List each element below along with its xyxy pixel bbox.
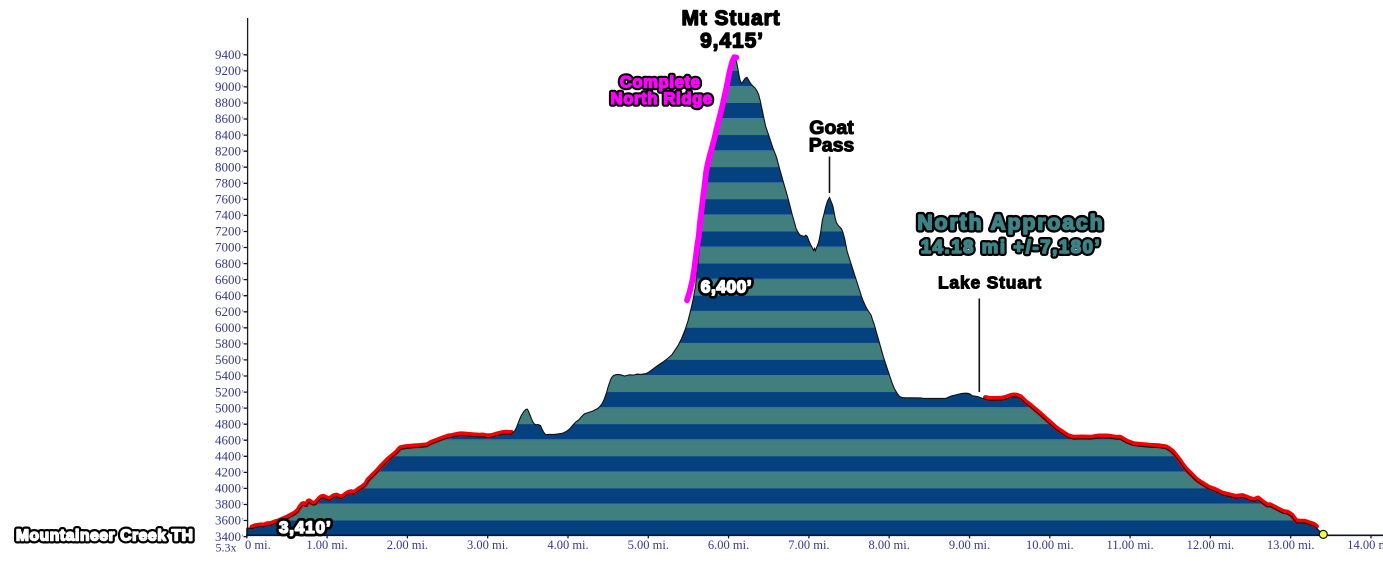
svg-text:7800’: 7800’ <box>215 176 244 191</box>
svg-text:6000’: 6000’ <box>215 320 244 335</box>
svg-text:3,410’: 3,410’ <box>279 518 332 537</box>
svg-text:0 mi.: 0 mi. <box>245 538 271 552</box>
svg-text:6200’: 6200’ <box>215 304 244 319</box>
svg-text:4800’: 4800’ <box>215 416 244 431</box>
svg-text:Complete: Complete <box>620 73 701 91</box>
svg-text:5400’: 5400’ <box>215 368 244 383</box>
svg-text:Complete: Complete <box>620 73 701 91</box>
svg-text:14.18 mi +/-7,180’: 14.18 mi +/-7,180’ <box>921 236 1102 257</box>
svg-text:6,400’: 6,400’ <box>701 277 752 297</box>
svg-text:8000’: 8000’ <box>215 159 244 174</box>
svg-text:8200’: 8200’ <box>215 143 244 158</box>
svg-text:North Approach: North Approach <box>917 211 1104 234</box>
svg-text:4000’: 4000’ <box>215 481 244 496</box>
svg-text:5.00 mi.: 5.00 mi. <box>628 538 669 552</box>
svg-text:North Ridge: North Ridge <box>611 90 713 108</box>
svg-text:5.3x: 5.3x <box>216 541 237 555</box>
svg-text:6400’: 6400’ <box>215 288 244 303</box>
svg-text:8800’: 8800’ <box>215 95 244 110</box>
svg-text:14.00 mi.: 14.00 mi. <box>1347 538 1383 552</box>
svg-text:3800’: 3800’ <box>215 497 244 512</box>
svg-text:Lake Stuart: Lake Stuart <box>938 273 1042 293</box>
svg-text:8.00 mi.: 8.00 mi. <box>869 538 910 552</box>
svg-text:8400’: 8400’ <box>215 127 244 142</box>
svg-text:Mountaineer Creek TH: Mountaineer Creek TH <box>16 528 194 545</box>
svg-text:Mountaineer Creek TH: Mountaineer Creek TH <box>16 528 194 545</box>
svg-text:Goat: Goat <box>809 117 854 139</box>
svg-text:10.00 mi.: 10.00 mi. <box>1026 538 1074 552</box>
svg-text:4600’: 4600’ <box>215 432 244 447</box>
svg-text:6800’: 6800’ <box>215 256 244 271</box>
svg-text:4400’: 4400’ <box>215 449 244 464</box>
svg-text:1.00 mi.: 1.00 mi. <box>306 538 347 552</box>
svg-text:7200’: 7200’ <box>215 224 244 239</box>
svg-text:13.00 mi.: 13.00 mi. <box>1267 538 1315 552</box>
svg-text:14.18 mi +/-7,180’: 14.18 mi +/-7,180’ <box>921 236 1102 257</box>
svg-text:North Ridge: North Ridge <box>611 90 713 108</box>
svg-text:5600’: 5600’ <box>215 352 244 367</box>
svg-text:4200’: 4200’ <box>215 465 244 480</box>
svg-text:6.00 mi.: 6.00 mi. <box>708 538 749 552</box>
svg-text:5800’: 5800’ <box>215 336 244 351</box>
svg-text:6,400’: 6,400’ <box>701 277 752 297</box>
svg-text:8600’: 8600’ <box>215 111 244 126</box>
svg-text:3600’: 3600’ <box>215 513 244 528</box>
svg-text:3.00 mi.: 3.00 mi. <box>467 538 508 552</box>
svg-text:9,415’: 9,415’ <box>700 30 764 53</box>
svg-text:7.00 mi.: 7.00 mi. <box>788 538 829 552</box>
svg-text:3400’: 3400’ <box>215 529 244 544</box>
svg-text:2.00 mi.: 2.00 mi. <box>387 538 428 552</box>
svg-text:5200’: 5200’ <box>215 384 244 399</box>
svg-text:5000’: 5000’ <box>215 400 244 415</box>
svg-text:3,410’: 3,410’ <box>279 518 332 537</box>
svg-text:6600’: 6600’ <box>215 272 244 287</box>
svg-text:4.00 mi.: 4.00 mi. <box>547 538 588 552</box>
svg-text:Pass: Pass <box>809 134 855 156</box>
svg-text:12.00 mi.: 12.00 mi. <box>1187 538 1235 552</box>
svg-text:Mt Stuart: Mt Stuart <box>681 7 780 30</box>
svg-text:7600’: 7600’ <box>215 192 244 207</box>
svg-text:11.00 mi.: 11.00 mi. <box>1107 538 1154 552</box>
svg-text:9000’: 9000’ <box>215 79 244 94</box>
svg-text:9.00 mi.: 9.00 mi. <box>949 538 990 552</box>
svg-text:9200’: 9200’ <box>215 63 244 78</box>
svg-text:9400’: 9400’ <box>215 47 244 62</box>
svg-text:North Approach: North Approach <box>917 211 1104 234</box>
svg-text:7000’: 7000’ <box>215 240 244 255</box>
svg-text:7400’: 7400’ <box>215 208 244 223</box>
